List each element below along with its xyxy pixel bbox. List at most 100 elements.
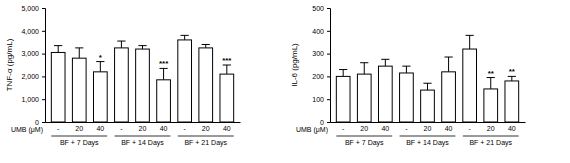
tick-mark (42, 122, 45, 123)
error-bar (360, 63, 368, 74)
error-stem (490, 78, 491, 89)
tick-label: - (120, 125, 123, 132)
tick-label: 20 (487, 125, 495, 132)
tick-label: 20 (139, 125, 147, 132)
tick: 40 (96, 122, 104, 132)
group-bracket (178, 136, 234, 137)
tick-label: 500 (312, 5, 324, 12)
error-cap (444, 57, 452, 58)
bar (220, 74, 234, 122)
group-bracket (400, 136, 456, 137)
tick-mark (42, 99, 45, 100)
tick-mark (42, 8, 45, 9)
significance-label: *** (159, 59, 169, 68)
bar (93, 72, 107, 122)
significance-label: ** (509, 67, 516, 76)
error-cap (117, 41, 125, 42)
group-label: BF + 21 Days (184, 139, 227, 147)
group-bracket (463, 136, 519, 137)
panel: 0100200300400500-2040-2040-2040BF + 7 Da… (290, 5, 526, 147)
bar (115, 48, 129, 122)
tick: 1,000 (21, 96, 45, 103)
tick: 0 (320, 119, 330, 126)
marks (336, 35, 518, 122)
bar (357, 74, 371, 122)
tick: 20 (139, 122, 147, 132)
tick: - (183, 122, 186, 132)
tick-label: 3,000 (21, 50, 39, 57)
error-stem (427, 83, 428, 90)
error-cap (181, 35, 189, 36)
error-bar (381, 59, 389, 66)
tick: 40 (445, 122, 453, 132)
bar (72, 58, 86, 122)
error-cap (381, 59, 389, 60)
bar (442, 72, 456, 122)
x-axis: -2040-2040-2040 (331, 122, 526, 132)
tick-mark (42, 31, 45, 32)
tick: - (120, 122, 123, 132)
tick: 200 (312, 73, 330, 80)
tick-mark (327, 8, 330, 9)
group-bracket (51, 136, 107, 137)
significance-label: * (99, 53, 103, 62)
bar (51, 52, 65, 122)
error-cap (138, 45, 146, 46)
tick-label: 40 (508, 125, 516, 132)
error-bar (223, 65, 231, 74)
tick: 4,000 (21, 28, 45, 35)
error-bar (444, 57, 452, 72)
tick-mark (327, 54, 330, 55)
error-stem (385, 59, 386, 66)
error-bar (96, 62, 104, 72)
tick-mark (327, 99, 330, 100)
group-label: BF + 7 Days (60, 139, 99, 147)
error-bar (423, 83, 431, 90)
error-cap (423, 83, 431, 84)
error-bar (508, 76, 516, 81)
group-label: BF + 7 Days (345, 139, 384, 147)
tick-label: 300 (312, 50, 324, 57)
error-stem (406, 66, 407, 73)
error-cap (360, 62, 368, 63)
tick: 400 (312, 28, 330, 35)
tick: 40 (508, 122, 516, 132)
group-bracket (115, 136, 171, 137)
tick-mark (327, 76, 330, 77)
significance-label: *** (222, 56, 232, 65)
tick: 2,000 (21, 73, 45, 80)
tick-label: 40 (96, 125, 104, 132)
error-stem (142, 46, 143, 49)
error-stem (163, 68, 164, 79)
axis-line (46, 122, 241, 123)
panel: 01,0002,0003,0004,0005,000-2040-2040-204… (5, 5, 241, 147)
group-label: BF + 21 Days (469, 139, 512, 147)
bar (178, 40, 192, 122)
tick-label: 4,000 (21, 28, 39, 35)
tick: - (468, 122, 471, 132)
error-cap (75, 47, 83, 48)
error-stem (121, 41, 122, 48)
tick-label: 100 (312, 96, 324, 103)
bar (421, 90, 435, 122)
tick: 20 (202, 122, 210, 132)
y-axis-title: TNF-α (pg/mL) (5, 38, 14, 91)
tick-label: 20 (202, 125, 210, 132)
axis-line (327, 9, 331, 123)
y-axis: 0 1,000 2,000 3,000 4,000 5,000 (21, 5, 45, 126)
error-bar (202, 44, 210, 47)
tick: 0 (35, 119, 45, 126)
error-stem (58, 46, 59, 53)
tick-label: 40 (381, 125, 389, 132)
tick: 20 (424, 122, 432, 132)
tick-label: - (342, 125, 345, 132)
y-axis-title: IL-6 (pg/mL) (290, 43, 299, 87)
tick-label: - (183, 125, 186, 132)
tick-label: 5,000 (21, 5, 39, 12)
tick-label: 20 (424, 125, 432, 132)
error-cap (402, 66, 410, 67)
tick: - (405, 122, 408, 132)
tick-label: 40 (160, 125, 168, 132)
tick-label: 40 (223, 125, 231, 132)
error-stem (364, 63, 365, 74)
